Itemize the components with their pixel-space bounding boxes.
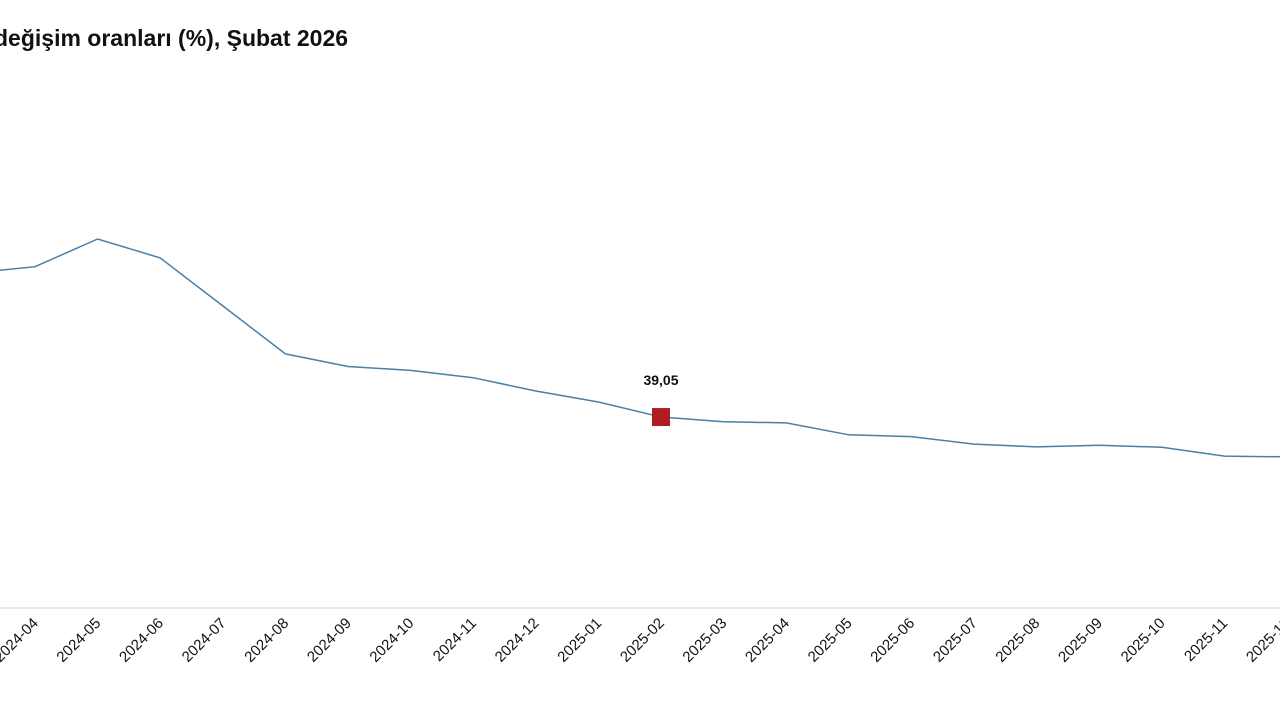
- highlight-marker: [652, 408, 670, 427]
- x-tick-label: 2024-08: [241, 615, 292, 666]
- x-tick-label: 2024-09: [304, 615, 355, 666]
- x-tick-label: 2025-08: [992, 615, 1043, 666]
- x-tick-label: 2024-11: [430, 615, 480, 665]
- x-tick-label: 2024-12: [492, 615, 543, 666]
- x-tick-label: 2025-11: [1181, 615, 1231, 665]
- chart-title: değişim oranları (%), Şubat 2026: [0, 25, 348, 51]
- x-tick-label: 2025-03: [679, 615, 730, 666]
- x-tick-label: 2024-07: [179, 615, 230, 666]
- data-line: [0, 238, 1280, 458]
- x-tick-label: 2025-02: [617, 615, 668, 666]
- x-tick-label: 2025-04: [742, 615, 793, 666]
- x-tick-label: 2024-10: [366, 615, 417, 666]
- x-tick-label: 2025-05: [805, 615, 856, 666]
- x-tick-label: 2025-09: [1055, 615, 1106, 666]
- x-tick-label: 2025-12: [1243, 615, 1280, 666]
- x-tick-label: 2025-01: [554, 615, 605, 666]
- x-tick-label: 2025-10: [1118, 615, 1169, 666]
- data-label: 39,05: [643, 372, 678, 388]
- x-tick-label: 2024-05: [53, 615, 104, 666]
- x-tick-label: 2024-06: [116, 615, 167, 666]
- x-tick-label: 2025-07: [930, 615, 981, 666]
- x-tick-label: 2024-04: [0, 615, 42, 666]
- x-tick-label: 2025-06: [867, 615, 918, 666]
